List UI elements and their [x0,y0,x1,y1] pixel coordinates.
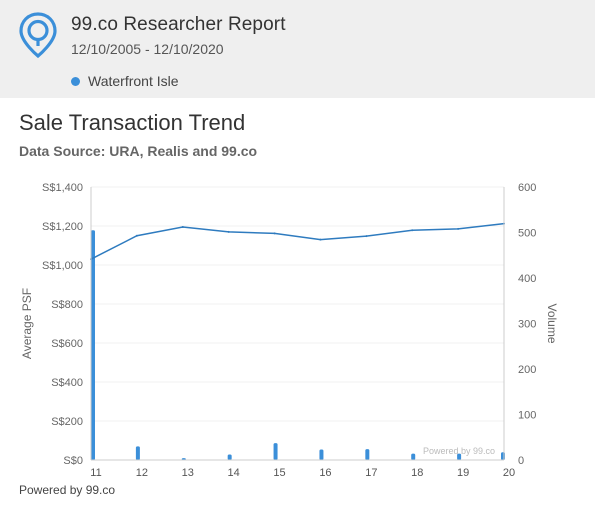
sale-transaction-chart: S$0 S$200 S$400 S$600 S$800 S$1,000 S$1,200 S$1… [20,182,559,479]
volume-bar [411,453,416,460]
y-left-tick-label: S$800 [51,299,83,311]
data-source: Data Source: URA, Realis and 99.co [19,143,258,159]
x-tick-label: 14 [228,467,240,479]
location-pin-logo-icon [19,12,57,58]
volume-bar [319,449,324,460]
grid-lines [91,186,504,422]
report-title: 99.co Researcher Report [71,14,286,35]
y-right-axis-title: Volume [545,303,559,343]
y-left-tick-label: S$1,200 [42,221,83,233]
report-date-range: 12/10/2005 - 12/10/2020 [71,41,224,57]
legend-dot-icon [71,76,80,86]
x-tick-label: 19 [457,467,469,479]
x-tick-label: 17 [365,467,377,479]
psf-point [181,225,184,228]
y-left-tick-label: S$1,400 [42,182,83,194]
legend-label: Waterfront Isle [88,73,179,89]
x-tick-label: 15 [273,467,285,479]
y-right-tick-label: 600 [518,182,536,194]
psf-point [319,238,322,241]
chart-title: Sale Transaction Trend [19,110,246,135]
x-tick-label: 11 [90,467,101,479]
axes [90,187,505,461]
psf-point [365,235,368,238]
volume-bar [135,446,140,460]
legend-item[interactable]: Waterfront Isle [71,73,179,89]
y-left-tick-label: S$0 [63,455,83,467]
x-tick-label: 16 [319,467,331,479]
chart-watermark: Powered by 99.co [423,446,495,456]
volume-bar [273,443,278,460]
volume-bar [227,454,232,460]
powered-by-footer[interactable]: Powered by 99.co [19,483,116,497]
volume-bar [91,230,95,460]
y-left-tick-label: S$200 [51,416,83,428]
y-right-tick-label: 500 [518,228,536,240]
psf-line-series [90,222,505,261]
report-header: 99.co Researcher Report 12/10/2005 - 12/… [0,0,595,98]
y-right-tick-label: 300 [518,319,536,331]
y-left-axis-title: Average PSF [20,288,34,359]
axis-labels: S$0 S$200 S$400 S$600 S$800 S$1,000 S$1,200 S$1… [20,182,559,479]
y-right-tick-label: 0 [518,455,524,467]
x-tick-label: 18 [411,467,423,479]
psf-point [273,232,276,235]
volume-bar [457,453,462,460]
psf-point [135,234,138,237]
psf-point [227,230,230,233]
y-left-tick-label: S$1,000 [42,260,83,272]
y-right-tick-label: 200 [518,364,536,376]
x-tick-label: 20 [503,467,515,479]
x-tick-label: 13 [182,467,194,479]
y-right-tick-label: 100 [518,410,536,422]
y-left-tick-label: S$400 [51,377,83,389]
volume-bar [365,449,370,460]
psf-line [90,222,505,260]
y-left-tick-label: S$600 [51,338,83,350]
psf-point [411,229,414,232]
y-right-tick-label: 400 [518,273,536,285]
psf-point [457,227,460,230]
x-tick-label: 12 [136,467,148,479]
